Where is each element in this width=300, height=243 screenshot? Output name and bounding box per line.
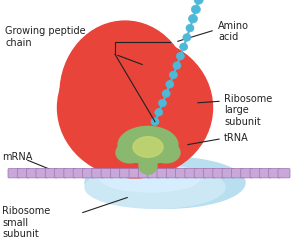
Ellipse shape <box>152 142 180 163</box>
Text: Ribosome
large
subunit: Ribosome large subunit <box>224 94 272 127</box>
FancyBboxPatch shape <box>101 169 113 178</box>
Circle shape <box>180 43 188 51</box>
Circle shape <box>183 34 191 41</box>
FancyBboxPatch shape <box>64 169 76 178</box>
Circle shape <box>188 15 197 23</box>
Ellipse shape <box>118 126 178 164</box>
FancyBboxPatch shape <box>269 169 281 178</box>
Text: mRNA: mRNA <box>2 152 32 162</box>
FancyBboxPatch shape <box>166 169 178 178</box>
FancyBboxPatch shape <box>110 169 122 178</box>
Text: Amino
acid: Amino acid <box>218 21 249 42</box>
Circle shape <box>186 24 194 32</box>
Circle shape <box>155 109 163 116</box>
FancyBboxPatch shape <box>278 169 290 178</box>
FancyBboxPatch shape <box>120 169 132 178</box>
FancyBboxPatch shape <box>36 169 48 178</box>
FancyBboxPatch shape <box>157 169 169 178</box>
FancyBboxPatch shape <box>82 169 94 178</box>
Circle shape <box>176 52 184 60</box>
FancyBboxPatch shape <box>27 169 39 178</box>
Ellipse shape <box>139 157 157 174</box>
FancyBboxPatch shape <box>241 169 253 178</box>
FancyBboxPatch shape <box>8 169 20 178</box>
Text: Ribosome
small
subunit: Ribosome small subunit <box>2 206 50 239</box>
FancyBboxPatch shape <box>213 169 225 178</box>
Ellipse shape <box>85 166 225 208</box>
FancyBboxPatch shape <box>250 169 262 178</box>
FancyBboxPatch shape <box>203 169 215 178</box>
Text: Growing peptide
chain: Growing peptide chain <box>5 26 85 48</box>
Circle shape <box>191 5 200 14</box>
Text: tRNA: tRNA <box>224 133 249 143</box>
Ellipse shape <box>100 164 200 192</box>
FancyBboxPatch shape <box>222 169 234 178</box>
FancyBboxPatch shape <box>148 169 160 178</box>
FancyBboxPatch shape <box>185 169 197 178</box>
FancyBboxPatch shape <box>92 169 104 178</box>
FancyBboxPatch shape <box>176 169 188 178</box>
FancyBboxPatch shape <box>129 169 141 178</box>
Ellipse shape <box>60 21 190 166</box>
Circle shape <box>169 71 177 79</box>
Circle shape <box>151 118 159 125</box>
Ellipse shape <box>85 157 245 208</box>
Circle shape <box>173 62 181 69</box>
Ellipse shape <box>116 142 144 163</box>
Circle shape <box>166 80 174 88</box>
FancyBboxPatch shape <box>17 169 29 178</box>
FancyBboxPatch shape <box>260 169 272 178</box>
FancyBboxPatch shape <box>73 169 85 178</box>
FancyBboxPatch shape <box>194 169 206 178</box>
FancyBboxPatch shape <box>55 169 67 178</box>
FancyBboxPatch shape <box>231 169 243 178</box>
Circle shape <box>158 99 166 107</box>
Circle shape <box>194 0 203 4</box>
FancyBboxPatch shape <box>45 169 57 178</box>
Ellipse shape <box>133 137 163 157</box>
Ellipse shape <box>58 37 212 178</box>
FancyBboxPatch shape <box>138 169 150 178</box>
Circle shape <box>162 90 170 97</box>
